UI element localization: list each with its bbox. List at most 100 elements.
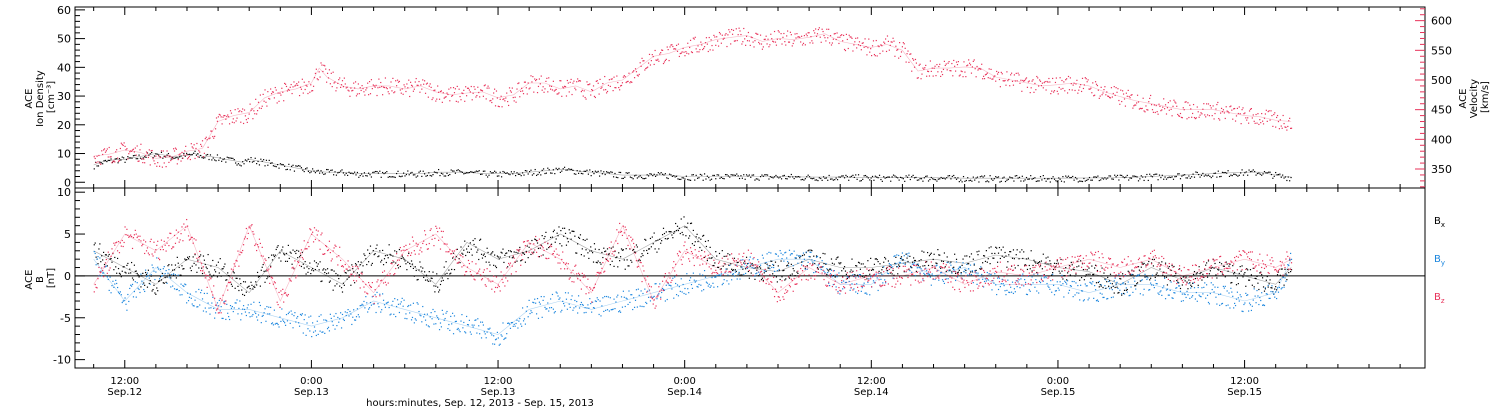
data-point: [1190, 108, 1192, 110]
data-point: [782, 270, 784, 272]
data-point: [301, 78, 303, 80]
data-point: [723, 279, 725, 281]
data-point: [810, 36, 812, 38]
data-point: [697, 45, 699, 47]
data-point: [1048, 286, 1050, 288]
data-point: [1241, 265, 1243, 267]
data-point: [650, 296, 652, 298]
data-point: [114, 158, 116, 160]
data-point: [1088, 88, 1090, 90]
data-point: [386, 254, 388, 256]
data-point: [1145, 264, 1147, 266]
data-point: [1280, 268, 1282, 270]
data-point: [244, 281, 247, 283]
data-point: [835, 286, 837, 288]
data-point: [402, 257, 404, 259]
data-point: [1087, 273, 1089, 275]
data-point: [183, 268, 185, 270]
data-point: [955, 178, 958, 180]
data-point: [1109, 175, 1112, 177]
data-point: [650, 60, 652, 62]
data-point: [368, 307, 371, 309]
data-point: [323, 173, 325, 176]
data-point: [1198, 266, 1200, 268]
data-point: [823, 270, 825, 272]
data-point: [813, 271, 815, 274]
data-point: [1139, 107, 1141, 109]
data-point: [521, 172, 524, 174]
data-point: [807, 174, 809, 176]
data-point: [298, 94, 301, 97]
data-point: [440, 90, 443, 92]
data-point: [93, 168, 95, 170]
data-point: [1067, 175, 1070, 177]
data-point: [488, 174, 490, 176]
data-point: [596, 297, 598, 299]
data-point: [176, 256, 178, 258]
data-point: [234, 302, 236, 304]
data-point: [180, 274, 182, 276]
data-point: [249, 287, 251, 290]
data-point: [732, 269, 735, 271]
data-point: [543, 237, 545, 240]
data-point: [646, 249, 648, 252]
data-point: [565, 169, 567, 171]
data-point: [167, 265, 169, 267]
data-point: [644, 238, 646, 241]
data-point: [918, 260, 920, 262]
data-point: [423, 316, 425, 318]
data-point: [424, 173, 426, 175]
data-point: [733, 275, 736, 277]
data-point: [214, 269, 216, 271]
data-point: [679, 232, 681, 235]
data-point: [971, 66, 973, 68]
data-point: [444, 96, 446, 98]
data-point: [535, 174, 538, 177]
data-point: [932, 258, 934, 261]
data-point: [647, 296, 650, 298]
data-point: [492, 172, 494, 174]
data-point: [102, 272, 105, 274]
data-point: [633, 251, 636, 253]
data-point: [814, 32, 816, 34]
data-point: [825, 177, 827, 179]
data-point: [1258, 288, 1260, 291]
data-point: [1102, 286, 1104, 289]
data-point: [450, 169, 452, 171]
data-point: [546, 308, 548, 310]
data-point: [673, 297, 675, 299]
data-point: [229, 110, 232, 112]
data-point: [389, 176, 391, 178]
data-point: [962, 76, 964, 78]
data-point: [105, 150, 107, 152]
data-point: [1151, 258, 1154, 261]
data-point: [103, 148, 106, 150]
data-point: [588, 83, 590, 86]
data-point: [1243, 303, 1245, 306]
data-point: [938, 65, 940, 68]
data-point: [955, 261, 958, 263]
data-point: [499, 256, 501, 258]
data-point: [968, 268, 970, 270]
data-point: [539, 247, 541, 249]
data-point: [1058, 86, 1060, 89]
data-point: [994, 252, 996, 255]
data-point: [640, 65, 642, 67]
data-point: [1056, 90, 1058, 92]
data-point: [487, 85, 489, 87]
data-point: [1270, 287, 1272, 289]
data-point: [877, 289, 879, 292]
data-point: [448, 88, 450, 90]
data-point: [608, 310, 610, 312]
data-point: [885, 258, 887, 260]
data-point: [680, 218, 682, 220]
data-point: [677, 229, 680, 232]
data-point: [1052, 91, 1055, 93]
data-point: [1267, 284, 1269, 287]
data-point: [1089, 281, 1091, 283]
data-point: [487, 251, 489, 254]
data-point: [737, 261, 739, 264]
data-point: [151, 264, 153, 266]
data-point: [767, 38, 769, 40]
data-point: [212, 135, 214, 138]
